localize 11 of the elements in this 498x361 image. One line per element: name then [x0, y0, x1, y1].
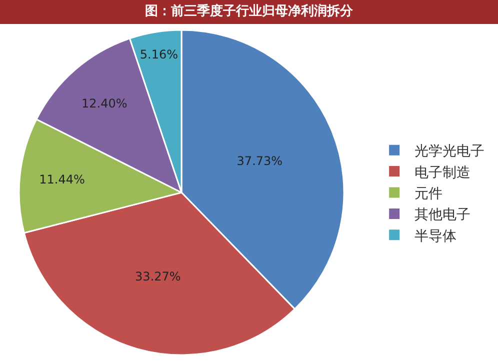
data-label: 5.16%	[140, 47, 178, 62]
data-label: 37.73%	[236, 154, 283, 168]
legend-label: 其他电子	[414, 207, 470, 224]
data-label: 33.27%	[135, 269, 181, 284]
legend-label: 光学光电子	[414, 144, 484, 160]
data-label: 11.44%	[39, 172, 85, 187]
legend-label: 电子制造	[414, 164, 470, 181]
legend-label: 元件	[414, 186, 442, 202]
legend-label: 半导体	[414, 228, 456, 244]
data-label: 12.40%	[82, 96, 128, 110]
chart-title: 图：前三季度子行业归母净利润拆分	[0, 0, 498, 24]
